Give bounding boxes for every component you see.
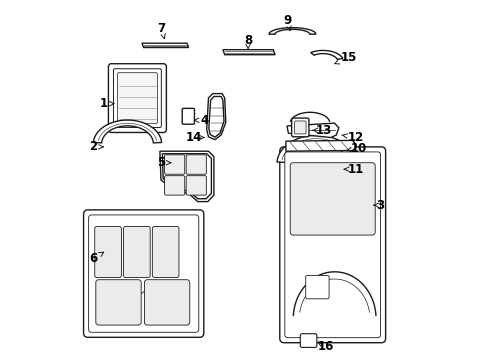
Text: 11: 11 <box>344 163 363 176</box>
Text: 5: 5 <box>157 156 171 169</box>
FancyBboxPatch shape <box>182 108 194 124</box>
Text: 1: 1 <box>99 97 114 110</box>
Text: 13: 13 <box>312 124 331 137</box>
FancyBboxPatch shape <box>123 226 150 278</box>
Polygon shape <box>268 28 315 34</box>
FancyBboxPatch shape <box>83 210 203 337</box>
Polygon shape <box>206 94 225 140</box>
FancyBboxPatch shape <box>108 64 166 132</box>
Text: 12: 12 <box>341 131 363 144</box>
Text: 10: 10 <box>346 142 366 155</box>
FancyBboxPatch shape <box>96 280 141 325</box>
Text: 9: 9 <box>283 14 291 31</box>
Polygon shape <box>285 140 355 151</box>
Text: 8: 8 <box>244 34 252 50</box>
Text: 16: 16 <box>317 340 333 353</box>
Polygon shape <box>208 96 224 137</box>
FancyBboxPatch shape <box>113 69 161 127</box>
Polygon shape <box>160 151 213 202</box>
FancyBboxPatch shape <box>186 176 206 195</box>
Polygon shape <box>93 120 162 143</box>
FancyBboxPatch shape <box>144 280 189 325</box>
Text: 2: 2 <box>89 140 103 153</box>
FancyBboxPatch shape <box>294 121 305 134</box>
FancyBboxPatch shape <box>164 176 184 195</box>
Polygon shape <box>142 43 188 48</box>
Polygon shape <box>223 50 275 55</box>
Text: 4: 4 <box>194 114 208 127</box>
Polygon shape <box>276 135 355 162</box>
FancyBboxPatch shape <box>291 118 308 137</box>
FancyBboxPatch shape <box>300 334 316 347</box>
FancyBboxPatch shape <box>305 275 328 299</box>
FancyBboxPatch shape <box>289 163 374 235</box>
Polygon shape <box>286 123 338 138</box>
Text: 3: 3 <box>373 199 384 212</box>
FancyBboxPatch shape <box>88 215 199 332</box>
Polygon shape <box>310 50 342 59</box>
FancyBboxPatch shape <box>95 226 121 278</box>
Polygon shape <box>162 154 211 199</box>
Text: 14: 14 <box>185 131 204 144</box>
FancyBboxPatch shape <box>117 73 157 123</box>
FancyBboxPatch shape <box>284 152 380 338</box>
FancyBboxPatch shape <box>186 155 206 174</box>
Text: 7: 7 <box>157 22 165 39</box>
FancyBboxPatch shape <box>279 147 385 343</box>
Text: 15: 15 <box>334 51 356 64</box>
Text: 6: 6 <box>89 252 103 265</box>
FancyBboxPatch shape <box>152 226 179 278</box>
FancyBboxPatch shape <box>164 155 184 174</box>
